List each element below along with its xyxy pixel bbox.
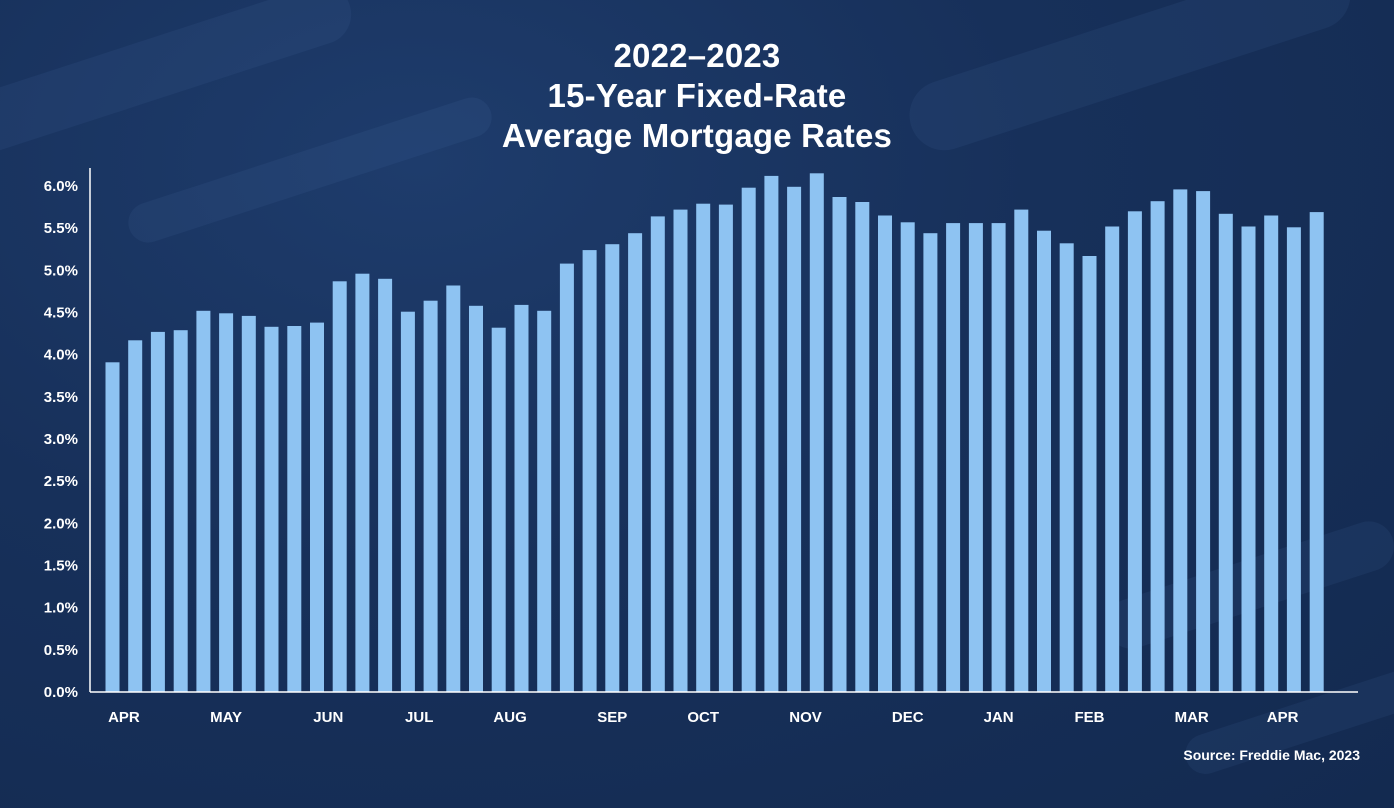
y-tick-label: 3.0%: [44, 431, 78, 448]
bar-41: [1037, 230, 1051, 692]
y-tick-label: 1.5%: [44, 558, 78, 575]
x-axis-ticks: APR MAY JUN JUL AUG SEP OCT NOV DEC JAN FEB MAR APR: [108, 709, 1299, 726]
x-tick-label: DEC: [892, 709, 924, 726]
y-tick-label: 5.5%: [44, 220, 78, 237]
bar-14: [423, 300, 438, 692]
y-tick-label: 5.0%: [44, 262, 78, 279]
bar-30: [787, 186, 802, 693]
bar-6: [241, 315, 256, 692]
bar-13: [400, 311, 415, 692]
bar-26: [696, 203, 711, 692]
bar-24: [650, 216, 665, 692]
bar-29: [764, 175, 779, 692]
bar-49: [1218, 213, 1233, 693]
x-tick-label: JUL: [405, 709, 433, 726]
y-tick-label: 3.5%: [44, 389, 78, 406]
bar-50: [1241, 226, 1256, 692]
bar-15: [446, 285, 461, 692]
bar-31: [809, 173, 824, 693]
x-tick-label: JUN: [313, 709, 343, 726]
bar-27: [718, 204, 733, 692]
bar-series: [105, 173, 1324, 693]
y-tick-label: 2.5%: [44, 473, 78, 490]
x-tick-label: OCT: [687, 709, 719, 726]
x-tick-label: APR: [1267, 709, 1299, 726]
bar-44: [1105, 226, 1120, 692]
x-tick-label: MAY: [210, 709, 242, 726]
y-tick-label: 6.0%: [44, 178, 78, 195]
bar-39: [991, 223, 1006, 692]
y-tick-label: 1.0%: [44, 600, 78, 617]
bar-2: [150, 331, 165, 692]
bar-51: [1264, 215, 1279, 692]
bar-20: [559, 263, 574, 692]
bar-42: [1059, 243, 1074, 693]
bar-43: [1082, 256, 1097, 692]
bar-40: [1014, 209, 1029, 692]
bar-53: [1309, 212, 1324, 692]
bar-37: [946, 223, 961, 692]
bar-35: [900, 222, 915, 693]
y-tick-label: 0.0%: [44, 684, 78, 701]
bar-1: [128, 340, 143, 692]
bar-33: [855, 202, 870, 692]
chart-title: 2022–2023 15-Year Fixed-Rate Average Mor…: [0, 36, 1394, 156]
bar-16: [469, 305, 483, 692]
x-tick-label: SEP: [597, 709, 627, 726]
bar-17: [491, 327, 506, 692]
x-tick-label: APR: [108, 709, 140, 726]
bar-4: [196, 310, 211, 692]
x-tick-label: NOV: [789, 709, 822, 726]
chart-title-line-2: 15-Year Fixed-Rate: [547, 77, 847, 114]
bar-25: [673, 209, 688, 692]
bar-52: [1286, 227, 1301, 693]
bar-9: [310, 322, 324, 692]
x-tick-label: FEB: [1075, 709, 1105, 726]
y-tick-label: 0.5%: [44, 642, 78, 659]
bar-22: [605, 244, 620, 692]
chart-title-line-1: 2022–2023: [613, 37, 781, 74]
bar-23: [628, 233, 643, 692]
bar-3: [173, 330, 188, 692]
y-tick-label: 2.0%: [44, 515, 78, 532]
bar-47: [1173, 189, 1188, 692]
bar-28: [741, 187, 756, 692]
y-tick-label: 4.0%: [44, 347, 78, 364]
bar-8: [287, 326, 302, 692]
source-note: Source: Freddie Mac, 2023: [1183, 747, 1360, 763]
bar-11: [355, 273, 370, 692]
bar-5: [219, 313, 234, 692]
bar-38: [968, 223, 983, 692]
chart-title-line-3: Average Mortgage Rates: [501, 117, 893, 154]
bar-36: [923, 233, 938, 692]
x-tick-label: MAR: [1175, 709, 1209, 726]
bar-19: [537, 310, 552, 692]
bar-0: [105, 362, 120, 692]
bar-46: [1150, 201, 1165, 692]
bar-34: [878, 215, 892, 692]
y-tick-label: 4.5%: [44, 305, 78, 322]
bar-10: [332, 281, 347, 692]
bar-7: [264, 326, 279, 692]
bar-18: [514, 304, 529, 692]
bar-48: [1196, 191, 1211, 692]
bar-21: [582, 250, 597, 692]
y-axis-ticks: 0.0% 0.5% 1.0% 1.5% 2.0% 2.5% 3.0% 3.5% 4.0% 4.5%…: [44, 178, 78, 701]
bar-32: [832, 197, 847, 692]
x-tick-label: AUG: [493, 709, 526, 726]
bar-45: [1127, 211, 1142, 693]
bar-12: [378, 278, 393, 692]
x-tick-label: JAN: [984, 709, 1014, 726]
